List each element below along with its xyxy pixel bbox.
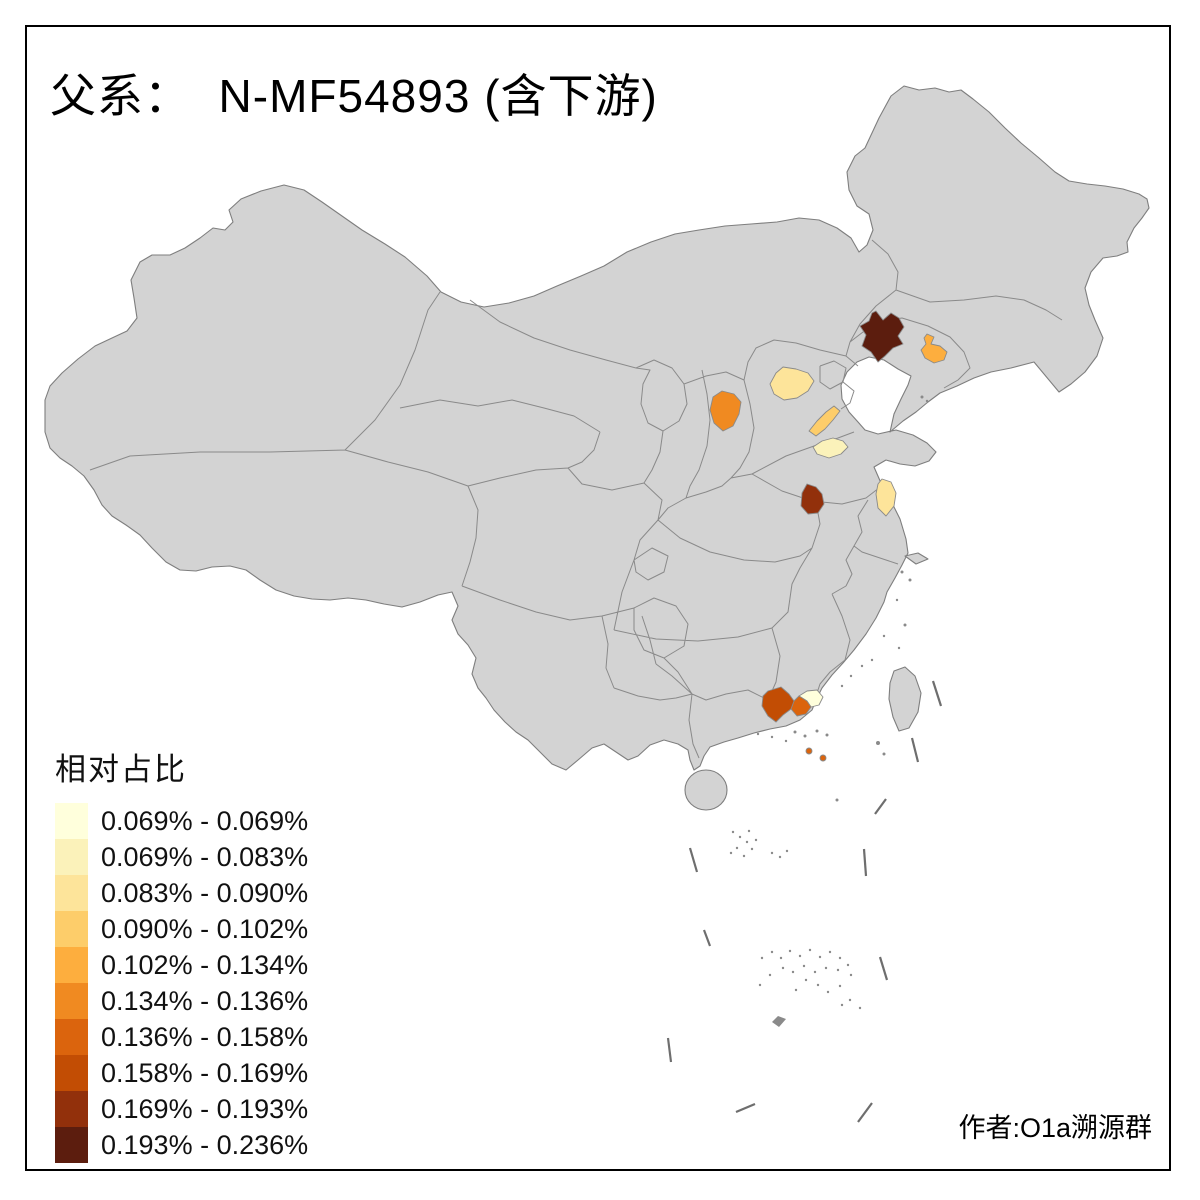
- region-hebei-central: [769, 366, 815, 401]
- legend-rows: 0.069% - 0.069% 0.069% - 0.083% 0.083% - 0…: [55, 803, 308, 1163]
- region-liaoning-west: [859, 310, 905, 363]
- legend-label: 0.134% - 0.136%: [101, 986, 309, 1016]
- province-borders: [89, 239, 1063, 759]
- legend-title: 相对占比: [55, 752, 187, 787]
- legend-row: 0.169% - 0.193%: [55, 1091, 308, 1127]
- legend-row: 0.136% - 0.158%: [55, 1019, 308, 1055]
- legend-label: 0.193% - 0.236%: [101, 1130, 309, 1160]
- legend-swatch: [55, 1127, 88, 1163]
- attribution: 作者:O1a溯源群: [958, 1113, 1152, 1143]
- legend-swatch: [55, 875, 88, 911]
- legend-label: 0.069% - 0.083%: [101, 842, 309, 872]
- legend-row: 0.090% - 0.102%: [55, 911, 308, 947]
- legend-row: 0.193% - 0.236%: [55, 1127, 308, 1163]
- mainland-outline: [44, 85, 1150, 771]
- legend-swatch: [55, 1055, 88, 1091]
- legend-label: 0.158% - 0.169%: [101, 1058, 309, 1088]
- legend-row: 0.083% - 0.090%: [55, 875, 308, 911]
- map-title: 父系： N-MF54893 (含下游): [50, 70, 658, 122]
- region-liaoning-central: [920, 333, 948, 364]
- chongming-island: [904, 552, 929, 565]
- region-henan-central: [800, 483, 825, 515]
- region-jiangsu-coastal: [875, 478, 897, 517]
- legend-swatch: [55, 839, 88, 875]
- region-guangdong-island-a: [805, 747, 813, 755]
- region-shandong-central: [812, 437, 849, 459]
- legend-row: 0.102% - 0.134%: [55, 947, 308, 983]
- legend-row: 0.158% - 0.169%: [55, 1055, 308, 1091]
- legend-label: 0.083% - 0.090%: [101, 878, 309, 908]
- legend-swatch: [55, 911, 88, 947]
- region-guangdong-central: [790, 695, 812, 717]
- legend-swatch: [55, 803, 88, 839]
- region-shandong-northwest: [808, 405, 841, 437]
- highlighted-regions: [709, 310, 948, 762]
- legend-row: 0.134% - 0.136%: [55, 983, 308, 1019]
- hainan-island: [684, 769, 728, 811]
- region-guangdong-island-b: [819, 754, 827, 762]
- legend-row: 0.069% - 0.069%: [55, 803, 308, 839]
- region-guangdong-west: [761, 686, 795, 723]
- island-dots: [729, 395, 929, 1010]
- legend-label: 0.169% - 0.193%: [101, 1094, 309, 1124]
- south-sea-islet: [772, 1016, 786, 1027]
- legend-swatch: [55, 1091, 88, 1127]
- legend-swatch: [55, 947, 88, 983]
- legend: 相对占比 0.069% - 0.069% 0.069% - 0.083% 0.083…: [55, 744, 308, 1163]
- legend-label: 0.090% - 0.102%: [101, 914, 309, 944]
- nine-dash-line: [666, 680, 943, 1123]
- legend-swatch: [55, 1019, 88, 1055]
- legend-label: 0.136% - 0.158%: [101, 1022, 309, 1052]
- legend-label: 0.069% - 0.069%: [101, 806, 309, 836]
- legend-swatch: [55, 983, 88, 1019]
- region-shanxi-west: [709, 390, 742, 432]
- legend-row: 0.069% - 0.083%: [55, 839, 308, 875]
- taiwan-island: [888, 666, 922, 732]
- legend-label: 0.102% - 0.134%: [101, 950, 309, 980]
